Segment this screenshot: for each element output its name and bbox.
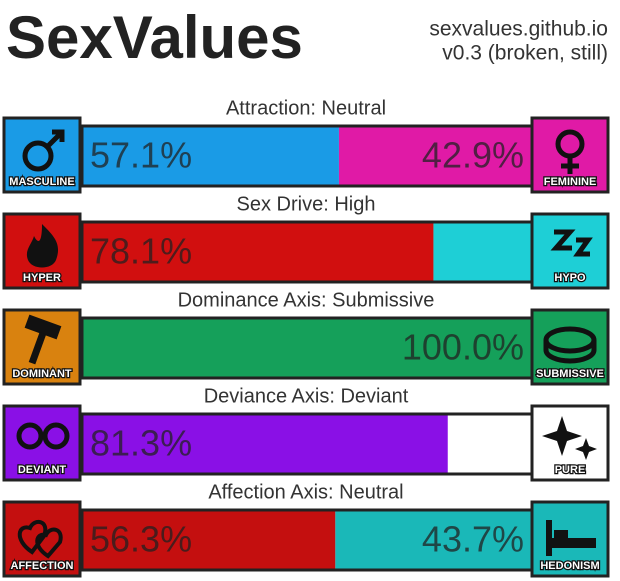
value-label: 43.7%	[422, 519, 524, 560]
pole-box: DEVIANT	[2, 404, 82, 482]
axis-title: Dominance Axis: Submissive	[178, 289, 435, 311]
bar-segment	[335, 510, 532, 570]
bar-segment	[82, 318, 532, 378]
pole-label: FEMININE	[544, 176, 597, 188]
icon	[28, 331, 47, 365]
bar-segment	[338, 126, 532, 186]
bar-segment	[82, 510, 336, 570]
icon	[542, 416, 582, 456]
bar-segment	[433, 222, 532, 282]
pole-label: AFFECTION	[11, 560, 74, 572]
site-url: sexvalues.github.io	[429, 18, 608, 41]
pole-box: AFFECTION	[2, 500, 82, 578]
icon	[575, 438, 597, 460]
pole-label: PURE	[555, 464, 586, 476]
pole-box: HYPER	[2, 212, 82, 290]
pole-box-bg	[530, 212, 610, 290]
icon	[550, 229, 593, 257]
icon	[554, 530, 568, 538]
icon	[45, 129, 65, 149]
pole-box-bg	[2, 116, 82, 194]
icon	[26, 224, 59, 268]
axis-title: Affection Axis: Neutral	[208, 481, 403, 503]
pole-box: FEMININE	[530, 116, 610, 194]
pole-label: HYPER	[23, 272, 61, 284]
pole-label: DOMINANT	[12, 368, 72, 380]
bar-segment	[82, 126, 339, 186]
axis-title: Sex Drive: High	[237, 193, 376, 215]
bar-segment	[447, 414, 532, 474]
icon	[22, 140, 54, 172]
pole-label: HEDONISM	[540, 560, 599, 572]
bar-segment	[82, 222, 434, 282]
pole-box: DOMINANT	[2, 308, 82, 386]
icon	[24, 314, 62, 340]
value-label: 81.3%	[90, 423, 192, 464]
pole-label: HYPO	[554, 272, 586, 284]
value-label: 56.3%	[90, 519, 192, 560]
pole-box: SUBMISSIVE	[530, 308, 610, 386]
pole-box: MASCULINE	[2, 116, 82, 194]
pole-label: MASCULINE	[9, 176, 74, 188]
version: v0.3 (broken, still)	[442, 42, 608, 65]
axis-title: Deviance Axis: Deviant	[204, 385, 409, 407]
value-label: 78.1%	[90, 231, 192, 272]
axis-title: Attraction: Neutral	[226, 97, 386, 119]
icon	[561, 156, 579, 174]
value-label: 100.0%	[402, 327, 524, 368]
bar-segment	[82, 414, 448, 474]
value-label: 57.1%	[90, 135, 192, 176]
pole-box: PURE	[530, 404, 610, 482]
value-label: 42.9%	[422, 135, 524, 176]
icon	[543, 340, 597, 364]
pole-box-bg	[530, 404, 610, 482]
app-title: SexValues	[6, 4, 303, 71]
icon	[35, 527, 63, 559]
icon	[17, 519, 48, 555]
pole-label: DEVIANT	[18, 464, 67, 476]
pole-label: SUBMISSIVE	[536, 368, 604, 380]
icon	[546, 538, 596, 548]
pole-box: HYPO	[530, 212, 610, 290]
icon	[16, 422, 44, 450]
pole-box: HEDONISM	[530, 500, 610, 578]
icon	[42, 422, 70, 450]
